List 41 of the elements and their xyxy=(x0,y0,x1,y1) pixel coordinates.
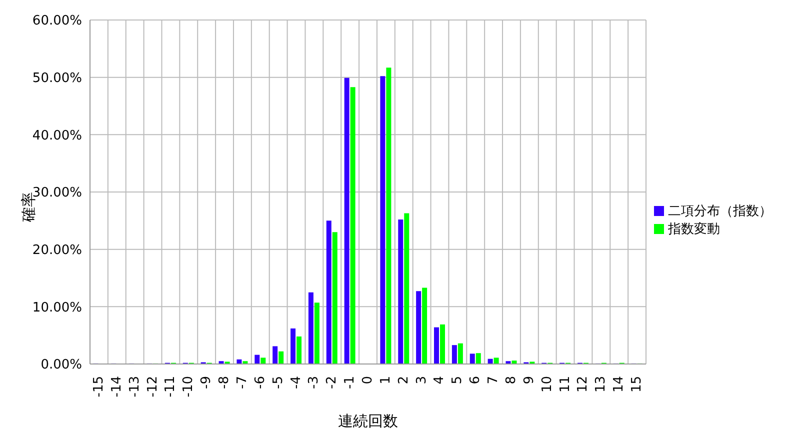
y-tick-label: 50.00% xyxy=(32,70,82,86)
x-tick-label: 2 xyxy=(396,376,412,384)
x-tick-label: 3 xyxy=(414,376,430,384)
x-tick-label: 5 xyxy=(450,376,466,384)
y-tick-label: 10.00% xyxy=(32,300,82,316)
x-tick-label: 9 xyxy=(522,376,537,384)
x-tick-label: 0 xyxy=(360,376,376,384)
x-tick-label: 10 xyxy=(540,376,555,393)
x-tick-label: -4 xyxy=(288,376,304,389)
x-tick-label: -3 xyxy=(306,376,322,389)
x-tick-label: 12 xyxy=(576,376,591,393)
x-tick-label: -10 xyxy=(181,376,196,398)
x-tick-label: -8 xyxy=(217,376,232,389)
x-tick-label: 15 xyxy=(630,376,645,393)
y-tick-label: 0.00% xyxy=(40,358,82,373)
x-tick-label: 13 xyxy=(594,376,609,393)
x-tick-label: 8 xyxy=(504,376,519,384)
x-tick-label: -12 xyxy=(145,376,160,398)
x-axis-title: 連続回数 xyxy=(338,412,398,430)
y-tick-label: 30.00% xyxy=(32,186,82,201)
x-tick-label: -5 xyxy=(270,376,286,389)
x-tick-label: -11 xyxy=(163,376,178,398)
x-tick-label: -2 xyxy=(324,376,340,389)
x-tick-label: -9 xyxy=(199,376,214,389)
x-tick-label: 11 xyxy=(558,376,573,393)
x-tick-label: 1 xyxy=(378,376,394,384)
x-tick-label: -14 xyxy=(109,376,124,398)
x-tick-label: -7 xyxy=(234,376,250,389)
legend-label: 二項分布（指数） xyxy=(668,204,772,219)
y-tick-label: 40.00% xyxy=(32,128,82,144)
y-tick-label: 20.00% xyxy=(32,242,82,258)
x-tick-label: -1 xyxy=(342,376,358,389)
x-tick-label: 4 xyxy=(432,376,448,384)
x-tick-label: -15 xyxy=(91,376,106,398)
y-tick-label: 60.00% xyxy=(32,14,82,29)
x-tick-label: -13 xyxy=(127,376,142,398)
x-tick-label: 6 xyxy=(468,376,484,384)
x-tick-label: -6 xyxy=(252,376,268,389)
x-tick-label: 7 xyxy=(486,376,502,384)
x-tick-label: 14 xyxy=(612,376,627,393)
legend-label: 指数変動 xyxy=(668,222,720,237)
